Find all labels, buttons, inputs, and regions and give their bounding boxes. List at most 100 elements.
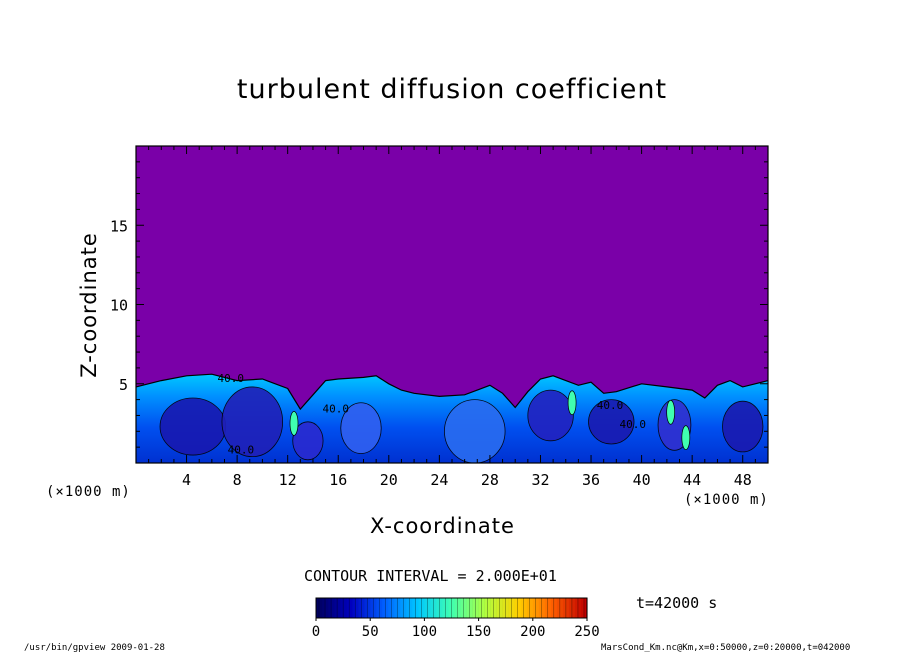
- colorbar-cell: [342, 597, 347, 619]
- high-value-streak: [567, 390, 577, 416]
- colorbar-cell: [451, 597, 456, 619]
- colorbar-cell: [394, 598, 398, 618]
- colorbar-cell: [505, 597, 510, 619]
- turbulent-layer-contour: [135, 373, 769, 411]
- x-tick-label: 48: [734, 471, 752, 489]
- colorbar-cell: [502, 598, 507, 618]
- eddy-cell: [588, 399, 635, 445]
- colorbar-cell: [385, 597, 389, 619]
- footer-program: /usr/bin/gpview 2009-01-28: [24, 643, 165, 653]
- colorbar-cell: [493, 597, 498, 619]
- contour-label: 40.0: [322, 402, 349, 415]
- colorbar-cell: [457, 597, 462, 619]
- colorbar-cell: [430, 598, 434, 618]
- colorbar-cell: [400, 598, 404, 618]
- colorbar-cell: [406, 598, 410, 618]
- colorbar-cell: [409, 597, 413, 619]
- colorbar-cell: [330, 597, 335, 619]
- x-tick-label: 36: [582, 471, 600, 489]
- x-tick-label: 44: [683, 471, 701, 489]
- colorbar-cell: [469, 597, 474, 619]
- colorbar-cell: [529, 597, 534, 619]
- colorbar-cell: [439, 597, 444, 619]
- colorbar-cell: [568, 598, 573, 618]
- colorbar-cell: [340, 598, 344, 618]
- colorbar-cell: [412, 598, 416, 618]
- colorbar-cell: [328, 598, 332, 618]
- colorbar-cell: [511, 597, 516, 619]
- colorbar-cell: [520, 598, 525, 618]
- eddy-cell: [292, 421, 324, 461]
- colorbar-cell: [484, 598, 489, 618]
- high-value-streak: [289, 411, 299, 436]
- colorbar-cell: [523, 597, 528, 619]
- colorbar-cell: [367, 597, 371, 619]
- x-tick-label: 28: [481, 471, 499, 489]
- colorbar-cell: [421, 597, 425, 619]
- colorbar-cell: [448, 598, 452, 618]
- contour-label: 40.0: [228, 443, 255, 456]
- colorbar-cell: [424, 598, 428, 618]
- colorbar-cell: [517, 597, 522, 619]
- colorbar-cell: [466, 598, 470, 618]
- colorbar-cell: [541, 597, 546, 619]
- colorbar-tick-label: 250: [574, 624, 599, 640]
- eddy-cell: [722, 400, 764, 453]
- y-tick-label: 5: [119, 376, 128, 394]
- colorbar-cell: [475, 597, 480, 619]
- colorbar-tick-label: 0: [312, 624, 320, 640]
- high-value-streak: [681, 425, 691, 450]
- colorbar-tick-label: 50: [362, 624, 379, 640]
- colorbar-cell: [487, 597, 492, 619]
- contour-interval-label: CONTOUR INTERVAL = 2.000E+01: [304, 567, 557, 585]
- x-tick-label: 24: [430, 471, 448, 489]
- eddy-cell: [159, 397, 227, 456]
- colorbar-tick-label: 150: [466, 624, 491, 640]
- colorbar-cell: [550, 598, 555, 618]
- colorbar-cell: [352, 598, 356, 618]
- colorbar-cell: [556, 598, 561, 618]
- colorbar-cell: [324, 597, 329, 619]
- x-tick-label: 32: [531, 471, 549, 489]
- colorbar-cell: [562, 598, 567, 618]
- colorbar-cell: [514, 598, 519, 618]
- colorbar-cell: [379, 597, 383, 619]
- colorbar-cell: [403, 597, 407, 619]
- colorbar-cell: [418, 598, 422, 618]
- x-axis-unit: (×1000 m): [684, 492, 769, 508]
- colorbar-cell: [535, 597, 540, 619]
- colorbar-cell: [348, 597, 353, 619]
- colorbar-cell: [559, 597, 564, 619]
- colorbar-cell: [454, 598, 458, 618]
- colorbar-cell: [334, 598, 338, 618]
- colorbar-cell: [336, 597, 341, 619]
- x-tick-label: 16: [329, 471, 347, 489]
- x-tick-label: 12: [279, 471, 297, 489]
- time-label: t=42000 s: [636, 594, 718, 612]
- colorbar-cell: [490, 598, 495, 618]
- colorbar-cell: [577, 597, 582, 619]
- colorbar-cell: [427, 597, 431, 619]
- high-value-streak: [666, 399, 676, 425]
- x-tick-label: 8: [233, 471, 242, 489]
- colorbar-cell: [508, 598, 513, 618]
- footer-source: MarsCond_Km.nc@Km,x=0:50000,z=0:20000,t=…: [601, 643, 851, 653]
- colorbar-cell: [415, 597, 419, 619]
- colorbar-cell: [445, 597, 450, 619]
- y-tick-label: 10: [110, 297, 128, 315]
- eddy-cell: [221, 386, 284, 458]
- colorbar-cell: [318, 597, 323, 619]
- colorbar-cell: [565, 597, 570, 619]
- colorbar-cell: [499, 597, 504, 619]
- colorbar-tick-label: 200: [520, 624, 545, 640]
- colorbar-cell: [538, 598, 543, 618]
- colorbar-cell: [364, 598, 368, 618]
- x-tick-label: 40: [633, 471, 651, 489]
- colorbar-tick-label: 100: [412, 624, 437, 640]
- colorbar-cell: [322, 598, 326, 618]
- x-tick-label: 4: [182, 471, 191, 489]
- colorbar-cell: [532, 598, 537, 618]
- x-axis-label: X-coordinate: [370, 514, 515, 538]
- colorbar-cell: [481, 597, 486, 619]
